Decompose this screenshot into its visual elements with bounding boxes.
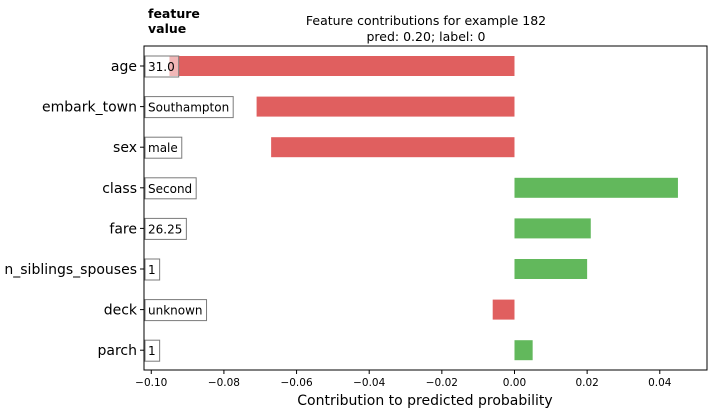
feature-value-embark_town: Southampton (148, 101, 229, 115)
bar-parch (514, 340, 533, 361)
bar-class (514, 177, 678, 198)
x-tick-label: −0.04 (353, 377, 385, 389)
feature-value-box (144, 177, 197, 200)
feature-value-box (144, 258, 161, 281)
x-axis-label: Contribution to predicted probability (297, 393, 552, 409)
feature-value-box (144, 217, 187, 240)
x-tick-label: −0.08 (208, 377, 240, 389)
x-tick-label: 0.02 (575, 377, 598, 389)
feature-value-box (144, 136, 183, 159)
feature-value-n_siblings_spouses: 1 (148, 263, 156, 277)
value-column-header-line: feature (148, 6, 200, 21)
feature-value-box (144, 55, 180, 78)
chart-title: Feature contributions for example 182 (306, 13, 546, 28)
feature-value-sex: male (148, 141, 178, 155)
y-tick-label-sex: sex (113, 140, 137, 156)
bar-sex (271, 137, 515, 158)
y-tick-label-fare: fare (109, 221, 137, 237)
y-tick-label-n_siblings_spouses: n_siblings_spouses (4, 262, 137, 278)
plot-frame (143, 45, 708, 371)
feature-value-boxes: 31.0 Southampton male Second 26.25 1 unknown 1 (144, 55, 234, 362)
y-tick-label-class: class (102, 181, 137, 197)
bars-group (169, 56, 678, 361)
bar-age (169, 56, 515, 76)
y-tick-label-age: age (111, 59, 137, 75)
feature-value-box (144, 96, 234, 119)
bar-embark_town (256, 96, 515, 117)
value-column-header-line: value (148, 21, 186, 36)
y-tick-label-deck: deck (104, 303, 138, 319)
value-column-header: feature value (148, 6, 200, 36)
feature-value-age: 31.0 (148, 60, 175, 74)
bar-fare (514, 218, 591, 239)
chart-title-group: Feature contributions for example 182 pr… (306, 13, 546, 44)
feature-value-deck: unknown (148, 304, 203, 318)
feature-value-box (144, 299, 208, 322)
feature-value-parch: 1 (148, 344, 156, 358)
chart-subtitle: pred: 0.20; label: 0 (367, 29, 486, 44)
x-tick-label: −0.06 (280, 377, 312, 389)
x-tick-label: 0.00 (503, 377, 526, 389)
feature-value-class: Second (148, 182, 192, 196)
x-tick-label: −0.10 (135, 377, 167, 389)
y-tick-label-parch: parch (98, 343, 137, 359)
x-axis: −0.10 −0.08 −0.06 −0.04 −0.02 0.00 0.02 0.04 (135, 370, 672, 389)
y-tick-label-embark_town: embark_town (42, 100, 137, 116)
bar-deck (492, 299, 515, 320)
feature-value-box (144, 339, 161, 362)
x-tick-label: −0.02 (426, 377, 458, 389)
bar-n_siblings_spouses (514, 259, 588, 279)
feature-value-fare: 26.25 (148, 222, 182, 236)
x-tick-label: 0.04 (648, 377, 672, 389)
